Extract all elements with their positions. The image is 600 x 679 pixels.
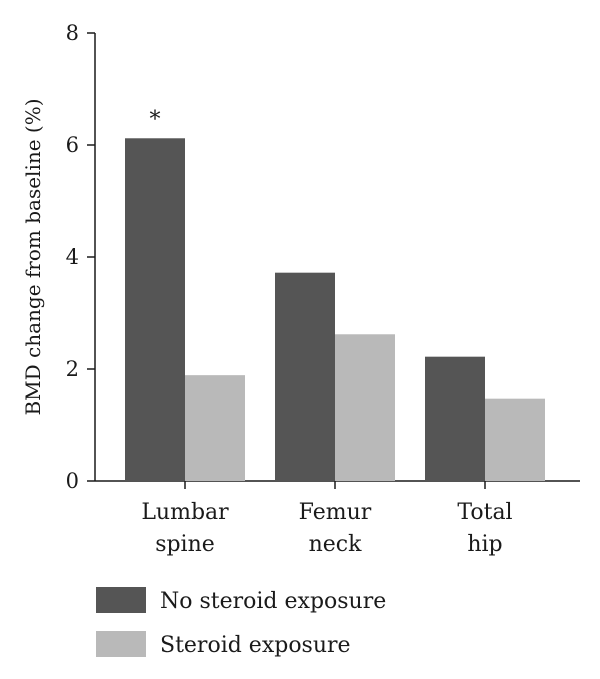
bars bbox=[125, 138, 545, 481]
y-ticks: 0 2 4 6 8 bbox=[66, 21, 95, 493]
x-category-label: Femur bbox=[299, 500, 372, 525]
y-tick-label: 2 bbox=[66, 357, 79, 381]
y-tick-label: 6 bbox=[66, 133, 79, 157]
x-category-label: hip bbox=[467, 532, 502, 557]
legend-label: No steroid exposure bbox=[160, 589, 386, 614]
bar bbox=[485, 398, 545, 481]
bar bbox=[125, 138, 185, 481]
significance-marker: * bbox=[150, 107, 161, 132]
x-category-label: Total bbox=[457, 500, 512, 525]
bar bbox=[335, 334, 395, 481]
x-category-label: spine bbox=[155, 532, 215, 557]
bar bbox=[185, 375, 245, 481]
legend-swatch bbox=[96, 587, 146, 613]
bar bbox=[425, 356, 485, 481]
x-category-label: Lumbar bbox=[141, 500, 229, 525]
legend-swatch bbox=[96, 631, 146, 657]
legend: No steroid exposure Steroid exposure bbox=[96, 587, 386, 658]
y-axis-title: BMD change from baseline (%) bbox=[21, 98, 45, 415]
x-category-label: neck bbox=[309, 532, 363, 557]
annotations: * bbox=[150, 107, 161, 132]
y-tick-label: 4 bbox=[66, 245, 79, 269]
y-tick-label: 8 bbox=[66, 21, 79, 45]
legend-label: Steroid exposure bbox=[160, 633, 351, 658]
x-ticks: Lumbar spine Femur neck Total hip bbox=[141, 481, 513, 557]
y-tick-label: 0 bbox=[66, 469, 79, 493]
bar bbox=[275, 272, 335, 481]
